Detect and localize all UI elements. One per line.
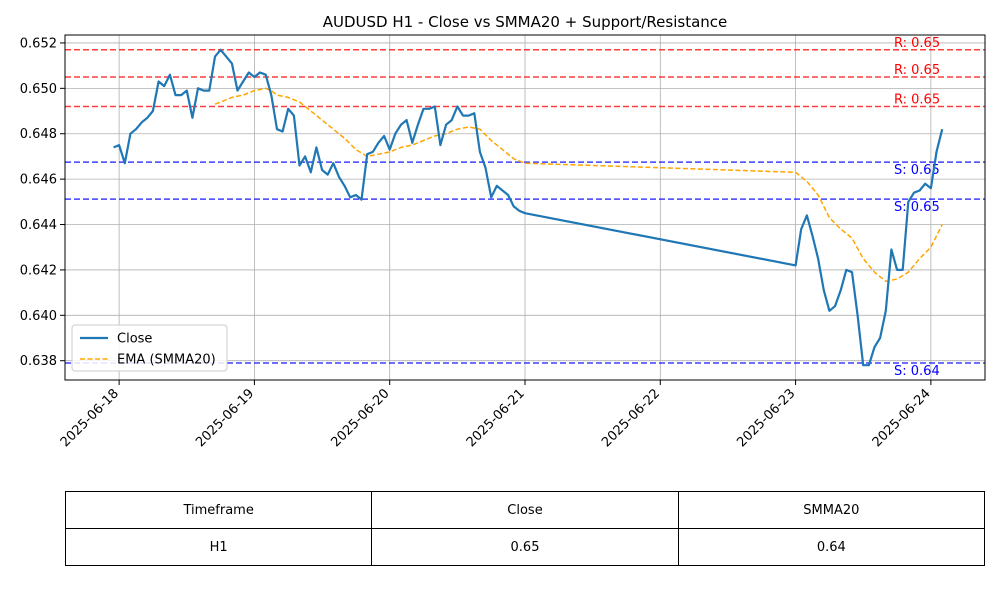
y-tick-label: 0.638	[20, 354, 57, 369]
table-cell: 0.64	[677, 528, 986, 566]
resistance-label: R: 0.65	[894, 92, 940, 107]
series-lines	[113, 48, 944, 367]
grid	[65, 35, 985, 380]
support-label: S: 0.65	[894, 163, 940, 178]
legend: Close EMA (SMMA20)	[71, 324, 228, 372]
close-line	[113, 48, 944, 367]
x-tick-label: 2025-06-18	[58, 386, 122, 450]
resistance-label: R: 0.65	[894, 36, 940, 51]
chart-title: AUDUSD H1 - Close vs SMMA20 + Support/Re…	[323, 13, 728, 31]
y-tick-label: 0.640	[20, 309, 57, 324]
support-label: S: 0.65	[894, 200, 940, 215]
y-tick-label: 0.644	[20, 218, 57, 233]
resistance-label: R: 0.65	[894, 63, 940, 78]
table-header-row: Timeframe Close SMMA20	[64, 491, 986, 529]
y-tick-label: 0.648	[20, 127, 57, 142]
table-row: H1 0.65 0.64	[64, 528, 986, 566]
x-tick-label: 2025-06-22	[599, 386, 663, 450]
legend-box	[71, 324, 228, 372]
support-resistance-lines: R: 0.65 R: 0.65 R: 0.65 S: 0.65 S: 0.65 S: 0.…	[65, 36, 985, 379]
table-cell: H1	[64, 528, 373, 566]
support-label: S: 0.64	[894, 364, 940, 379]
legend-label: EMA (SMMA20)	[117, 353, 216, 368]
smma20-line	[214, 87, 943, 283]
table-cell: 0.65	[371, 528, 679, 566]
y-tick-label: 0.642	[20, 263, 57, 278]
x-tick-label: 2025-06-21	[464, 386, 528, 450]
info-table: Timeframe Close SMMA20 H1 0.65 0.64	[64, 491, 986, 566]
y-tick-label: 0.646	[20, 173, 57, 188]
x-tick-label: 2025-06-19	[193, 386, 257, 450]
x-tick-label: 2025-06-24	[870, 386, 934, 450]
x-tick-label: 2025-06-23	[734, 386, 798, 450]
table-header-cell: SMMA20	[677, 491, 986, 529]
table-header-cell: Close	[371, 491, 679, 529]
x-tick-label: 2025-06-20	[328, 386, 392, 450]
legend-label: Close	[117, 332, 152, 347]
y-tick-label: 0.652	[20, 36, 57, 51]
table-header-cell: Timeframe	[64, 491, 373, 529]
y-tick-label: 0.650	[20, 82, 57, 97]
